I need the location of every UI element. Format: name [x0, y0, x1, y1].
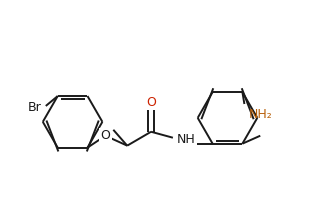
Text: O: O [100, 129, 110, 142]
Text: NH: NH [177, 133, 196, 146]
Text: NH₂: NH₂ [248, 108, 272, 121]
Text: O: O [146, 96, 156, 109]
Text: Br: Br [28, 101, 42, 114]
